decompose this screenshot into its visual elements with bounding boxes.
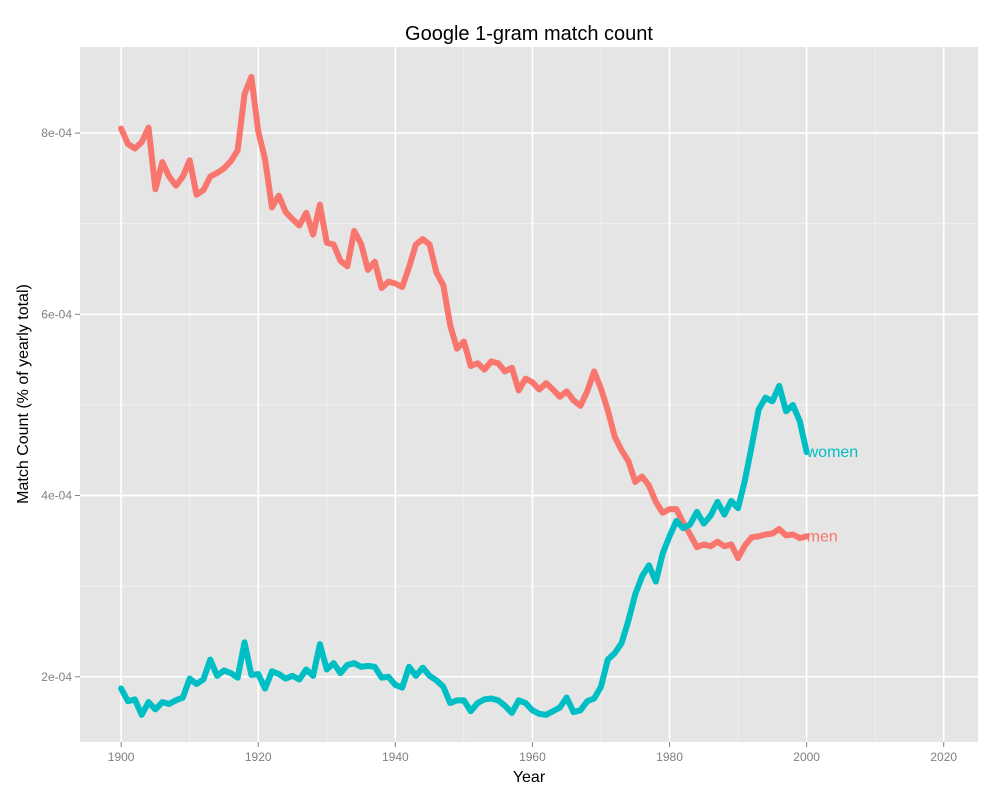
y-axis-title: Match Count (% of yearly total) (15, 284, 32, 504)
y-axis: 2e-04 4e-04 6e-04 8e-04 (41, 126, 80, 684)
x-tick-label: 1900 (108, 750, 135, 764)
x-tick-label: 2020 (930, 750, 957, 764)
x-axis-title: Year (513, 769, 546, 786)
series-lines: men women (118, 73, 859, 718)
y-tick-label: 2e-04 (41, 670, 72, 684)
series-line-men (118, 73, 810, 562)
x-tick-label: 1920 (245, 750, 272, 764)
chart-title: Google 1-gram match count (405, 23, 653, 45)
x-tick-label: 1960 (519, 750, 546, 764)
major-gridlines (80, 47, 978, 742)
series-line-women (118, 382, 810, 718)
y-tick-label: 6e-04 (41, 307, 72, 321)
x-axis: 1900 1920 1940 1960 1980 2000 2020 (108, 742, 957, 764)
y-tick-label: 8e-04 (41, 126, 72, 140)
x-tick-label: 1980 (656, 750, 683, 764)
series-label-women: women (806, 444, 859, 461)
minor-gridlines (80, 47, 978, 742)
x-tick-label: 1940 (382, 750, 409, 764)
y-tick-label: 4e-04 (41, 489, 72, 503)
series-label-men: men (807, 528, 838, 545)
x-tick-label: 2000 (793, 750, 820, 764)
plot-panel (80, 47, 978, 742)
